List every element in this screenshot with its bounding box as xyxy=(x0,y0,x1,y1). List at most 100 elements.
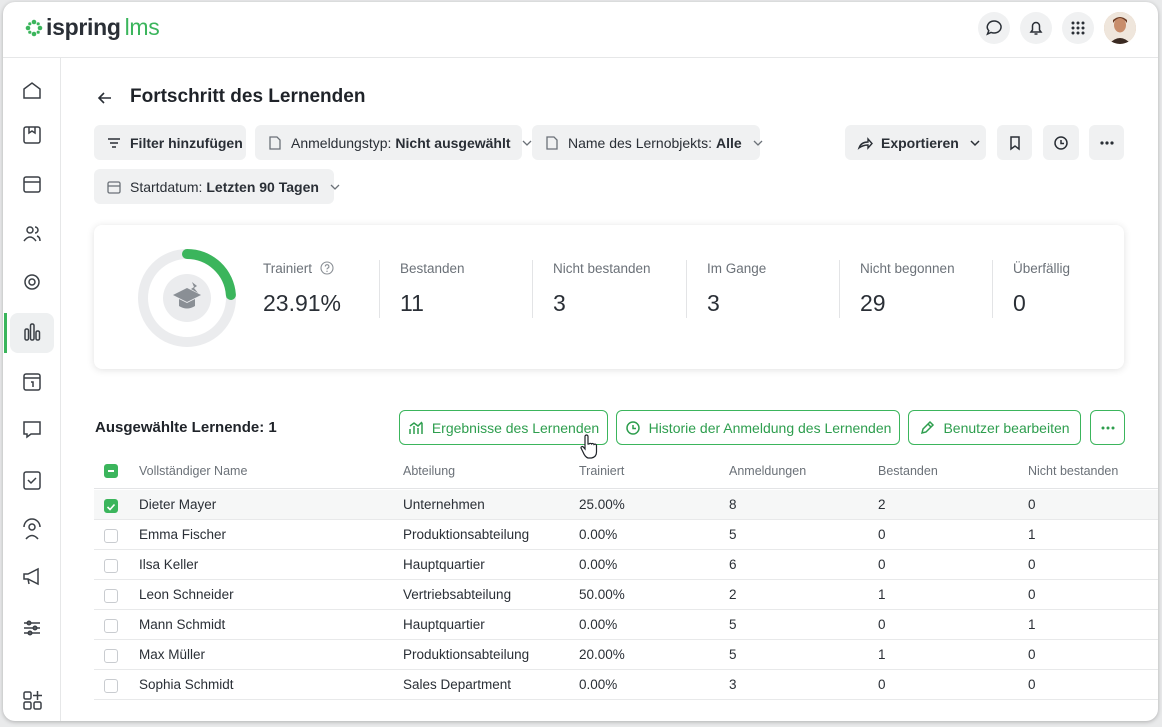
more-actions-button[interactable] xyxy=(1090,410,1125,445)
stat-label: Bestanden xyxy=(400,261,465,276)
nav-calendar[interactable] xyxy=(23,176,41,193)
learner-results-button[interactable]: Ergebnisse des Lernenden xyxy=(399,410,608,445)
more-button[interactable] xyxy=(1089,125,1124,160)
logo-brand: ispring xyxy=(46,14,121,40)
table-cell: 0 xyxy=(878,557,886,572)
table-row[interactable] xyxy=(94,610,1158,640)
info-icon[interactable] xyxy=(320,261,336,275)
nav-coaching[interactable] xyxy=(23,518,41,540)
add-filter-button[interactable]: Filter hinzufügen xyxy=(94,125,246,160)
notifications-button[interactable] xyxy=(1020,12,1052,44)
top-bar: ispring lms xyxy=(3,2,1158,58)
table-cell: Produktionsabteilung xyxy=(403,527,530,542)
filter-label: Startdatum: xyxy=(130,178,203,195)
start-date-filter[interactable]: Startdatum: Letzten 90 Tagen xyxy=(94,169,340,204)
table-cell: Produktionsabteilung xyxy=(403,647,530,662)
table-cell: Dieter Mayer xyxy=(139,497,217,512)
row-checkbox[interactable] xyxy=(104,559,118,573)
stat-value: 29 xyxy=(860,290,886,316)
apps-button[interactable] xyxy=(1062,12,1094,44)
stat-value: 23.91% xyxy=(263,290,342,316)
history-button[interactable] xyxy=(1043,125,1079,160)
column-header: Anmeldungen xyxy=(729,464,807,478)
table-cell: Mann Schmidt xyxy=(139,617,226,632)
row-checkbox[interactable] xyxy=(104,679,118,693)
header-divider xyxy=(94,488,1158,489)
bookmark-button[interactable] xyxy=(997,125,1032,160)
table-row[interactable] xyxy=(94,580,1158,610)
stat-divider xyxy=(992,260,993,318)
nav-announcements[interactable] xyxy=(23,567,39,586)
table-row[interactable] xyxy=(94,640,1158,670)
table-cell: 6 xyxy=(729,557,737,572)
check-mark xyxy=(106,503,116,511)
table-cell: 1 xyxy=(878,647,886,662)
export-button[interactable]: Exportieren xyxy=(845,125,986,160)
table-cell: 0 xyxy=(878,617,886,632)
stat-label: Trainiert xyxy=(263,261,336,276)
logo-mark xyxy=(25,19,43,37)
stat-value: 11 xyxy=(400,290,424,316)
learning-object-filter[interactable]: Name des Lernobjekts: Alle xyxy=(532,125,763,160)
row-checkbox[interactable] xyxy=(104,529,118,543)
row-checkbox[interactable] xyxy=(104,589,118,603)
edit-user-button[interactable]: Benutzer bearbeiten xyxy=(908,410,1081,445)
table-cell: 5 xyxy=(729,527,737,542)
stat-value: 3 xyxy=(553,290,566,316)
row-checkbox[interactable] xyxy=(104,649,118,663)
filter-value: Alle xyxy=(715,134,742,151)
table-cell: 20.00% xyxy=(579,647,625,662)
nav-home[interactable] xyxy=(23,82,41,99)
enrollment-history-button[interactable]: Historie der Anmeldung des Lernenden xyxy=(616,410,900,445)
nav-help[interactable] xyxy=(23,421,41,439)
button-label: Benutzer bearbeiten xyxy=(943,419,1070,436)
table-cell: Vertriebsabteilung xyxy=(403,587,512,602)
row-checkbox[interactable] xyxy=(104,499,118,513)
nav-tasks[interactable] xyxy=(23,471,41,490)
table-row[interactable] xyxy=(94,670,1158,700)
stat-value: 0 xyxy=(1013,290,1026,316)
table-cell: 50.00% xyxy=(579,587,625,602)
ring-icon xyxy=(163,274,211,322)
nav-reports[interactable] xyxy=(24,323,41,341)
progress-arc xyxy=(182,249,236,300)
chat-button[interactable] xyxy=(978,12,1010,44)
table-cell: Hauptquartier xyxy=(403,557,485,572)
table-row[interactable] xyxy=(94,520,1158,550)
back-button[interactable] xyxy=(95,88,115,108)
table-row[interactable] xyxy=(94,490,1158,520)
filter-value: Nicht ausgewählt xyxy=(395,134,511,151)
logo[interactable]: ispring lms xyxy=(25,14,160,41)
nav-settings[interactable] xyxy=(24,620,40,636)
nav-library[interactable] xyxy=(23,126,41,144)
table-cell: 0 xyxy=(1028,497,1036,512)
stat-value: 3 xyxy=(707,290,720,316)
table-cell: 0.00% xyxy=(579,677,618,692)
select-all-checkbox[interactable] xyxy=(104,464,118,478)
table-cell: 0 xyxy=(1028,677,1036,692)
stat-label: Überfällig xyxy=(1013,261,1071,276)
export-label: Exportieren xyxy=(881,134,959,151)
row-checkbox[interactable] xyxy=(104,619,118,633)
stat-divider xyxy=(379,260,380,318)
mouse-cursor xyxy=(580,434,598,459)
nav-content[interactable] xyxy=(23,373,41,391)
logo-product: lms xyxy=(124,14,160,40)
table-cell: 1 xyxy=(1028,527,1036,542)
table-cell: Unternehmen xyxy=(403,497,485,512)
stat-label: Nicht begonnen xyxy=(860,261,955,276)
column-header: Nicht bestanden xyxy=(1028,464,1119,478)
column-header: Abteilung xyxy=(403,464,456,478)
nav-add-apps[interactable] xyxy=(23,691,42,710)
enrollment-type-filter[interactable]: Anmeldungstyp: Nicht ausgewählt xyxy=(255,125,532,160)
table-cell: Ilsa Keller xyxy=(139,557,199,572)
nav-users[interactable] xyxy=(23,226,41,242)
user-avatar[interactable] xyxy=(1104,12,1136,44)
nav-goals[interactable] xyxy=(24,274,40,290)
table-cell: 0.00% xyxy=(579,527,618,542)
app-window: ispring lms Fortschritt des Lernenden Fil… xyxy=(3,2,1158,721)
table-cell: 5 xyxy=(729,647,737,662)
table-row[interactable] xyxy=(94,550,1158,580)
table-cell: 0 xyxy=(1028,647,1036,662)
